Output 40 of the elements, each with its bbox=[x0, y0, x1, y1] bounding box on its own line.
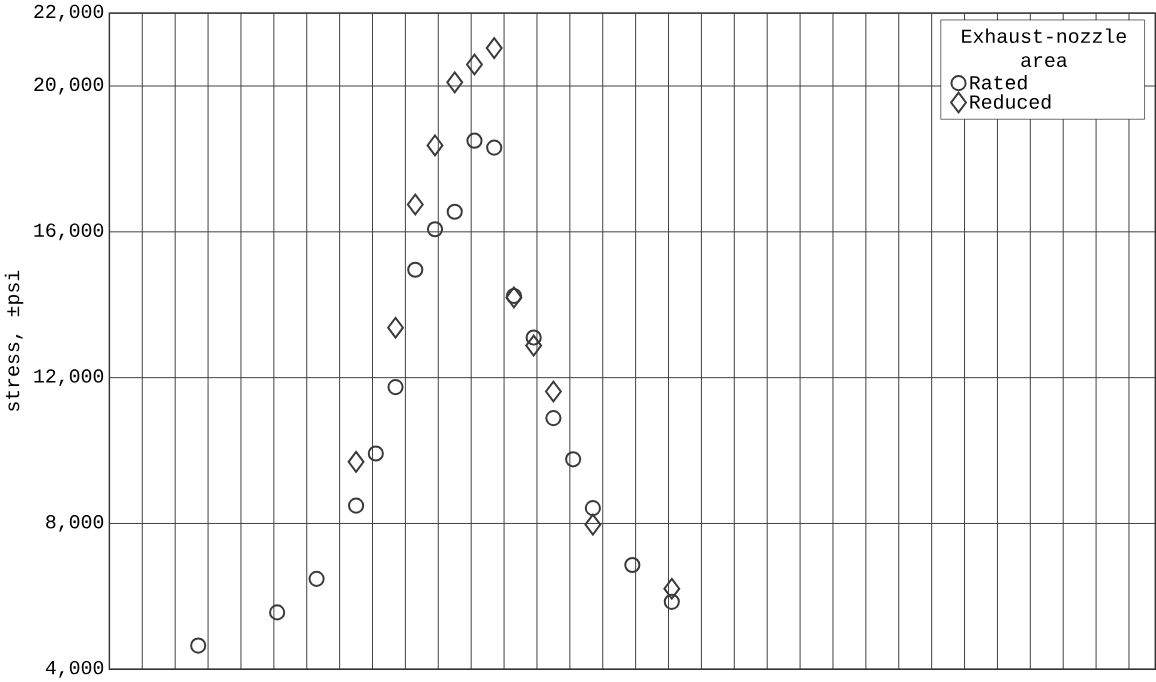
point bbox=[426, 221, 444, 238]
point bbox=[348, 497, 365, 514]
point bbox=[367, 445, 384, 462]
point bbox=[663, 593, 680, 610]
y-tick-label: 16,000 bbox=[34, 223, 104, 241]
legend-title: Exhaust-nozzle area bbox=[962, 28, 1126, 67]
point bbox=[387, 378, 404, 396]
point bbox=[505, 287, 523, 304]
point bbox=[584, 499, 601, 517]
y-tick-label: 20,000 bbox=[34, 77, 104, 95]
point bbox=[525, 329, 542, 346]
y-tick-label: 4,000 bbox=[45, 660, 104, 678]
point bbox=[544, 380, 562, 403]
point bbox=[269, 604, 286, 621]
point bbox=[446, 203, 463, 220]
point bbox=[486, 139, 503, 156]
point bbox=[406, 193, 424, 216]
point bbox=[545, 409, 562, 426]
point bbox=[446, 71, 464, 94]
point bbox=[466, 53, 483, 76]
y-tick-label: 8,000 bbox=[46, 514, 104, 532]
legend-label: Reduced bbox=[970, 94, 1051, 109]
point bbox=[190, 637, 207, 654]
point bbox=[347, 450, 365, 473]
point bbox=[565, 451, 582, 468]
point bbox=[525, 334, 543, 357]
point bbox=[407, 261, 424, 278]
y-axis-title: stress, ±psi bbox=[4, 270, 24, 411]
point bbox=[426, 134, 444, 157]
point bbox=[308, 570, 325, 587]
y-tick-label: 22,000 bbox=[34, 4, 104, 22]
point bbox=[485, 37, 503, 59]
point bbox=[466, 132, 483, 149]
point bbox=[387, 316, 404, 339]
point bbox=[663, 577, 681, 600]
point bbox=[624, 556, 641, 573]
y-tick-label: 12,000 bbox=[34, 369, 104, 386]
point bbox=[505, 286, 523, 309]
point bbox=[584, 513, 602, 536]
legend-label: Rated bbox=[970, 74, 1027, 90]
